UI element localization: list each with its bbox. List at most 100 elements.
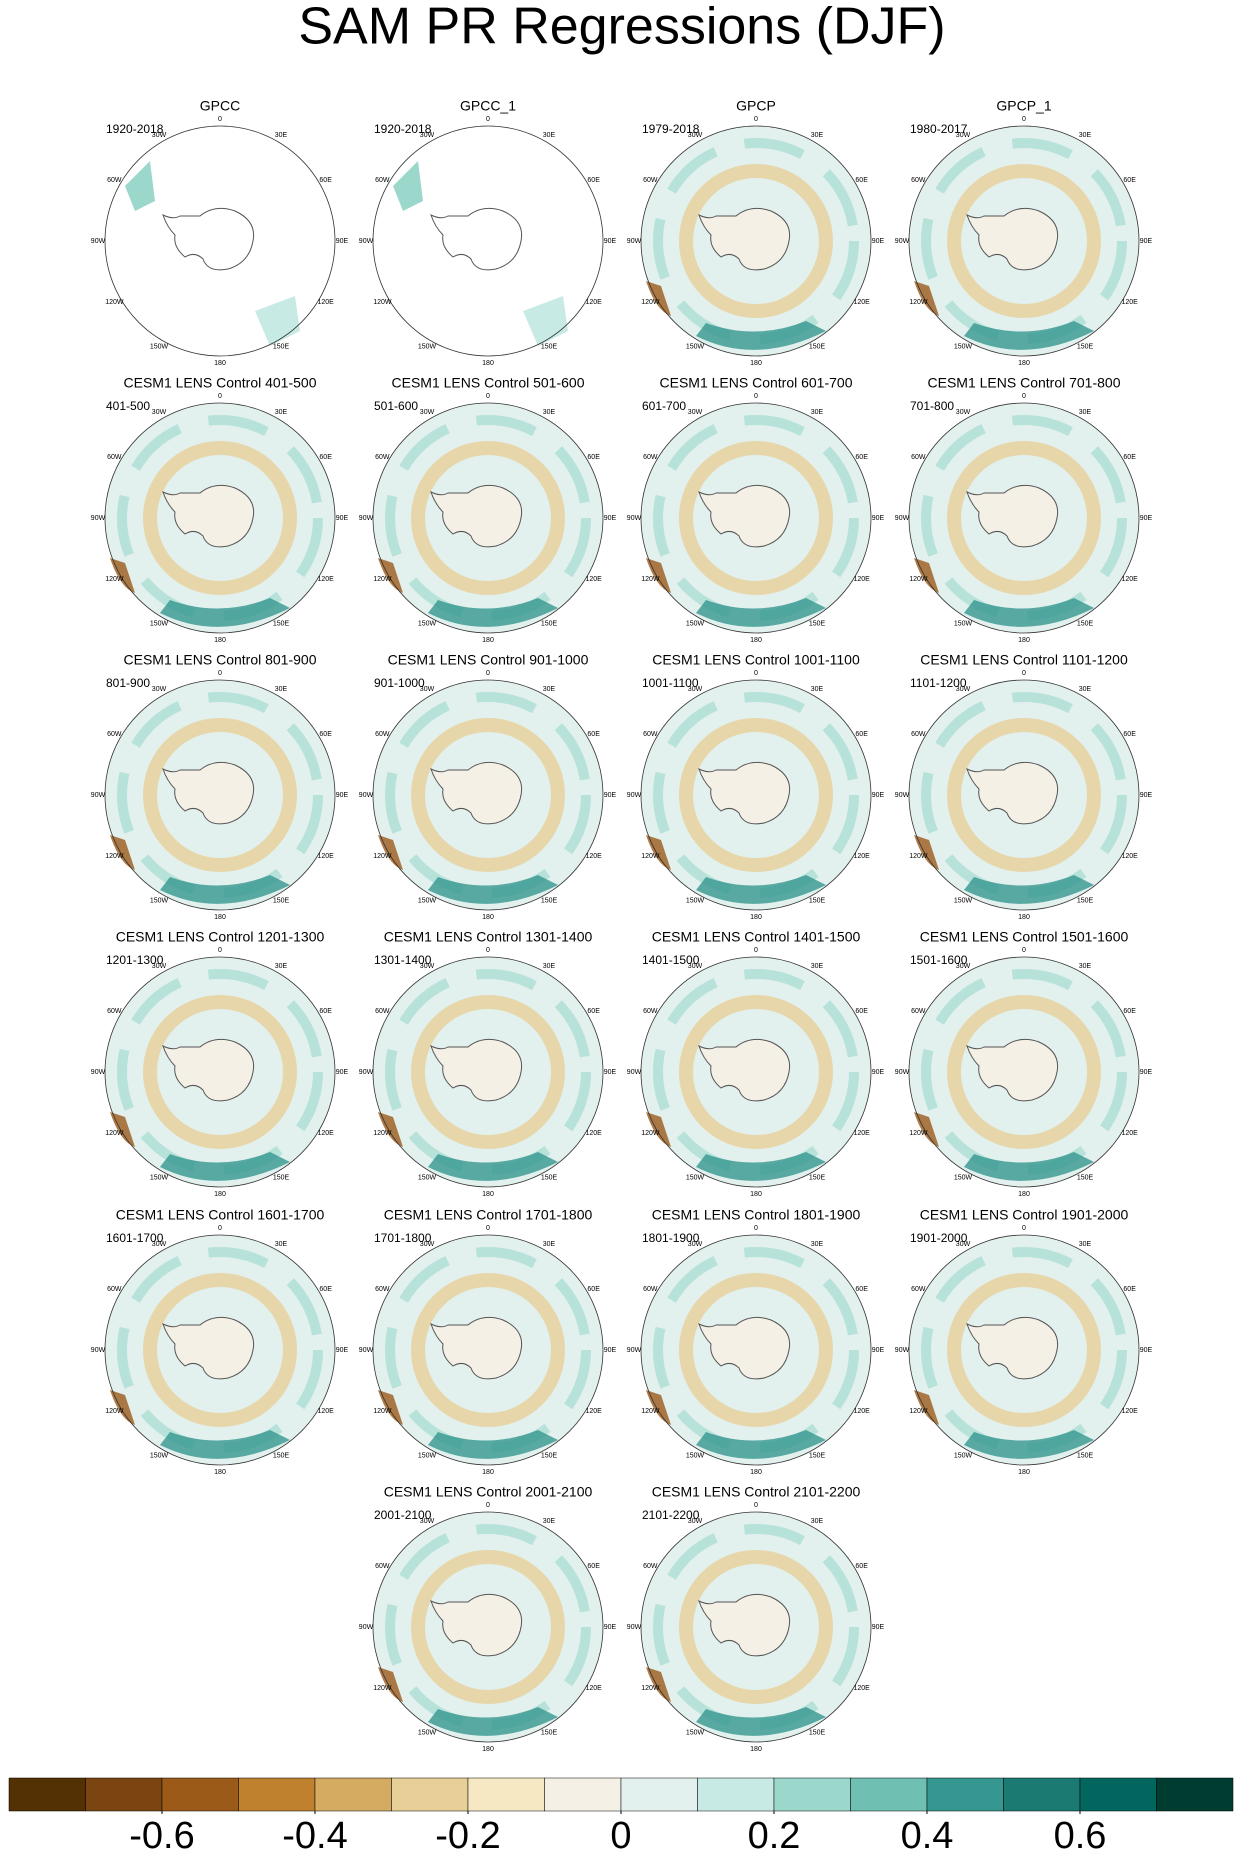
longitude-label: 60W (375, 731, 390, 738)
longitude-label: 120E (585, 1408, 602, 1415)
longitude-label: 120E (853, 299, 870, 306)
longitude-label: 60W (107, 1286, 122, 1293)
anomaly-patch (428, 1152, 558, 1181)
period-label: 1980-2017 (910, 122, 968, 136)
longitude-label: 150E (541, 897, 558, 904)
map-panel: CESM1 LENS Control 1401-1500 1401-1500 0 30… (627, 929, 885, 1198)
anomaly-ring (947, 164, 1101, 318)
longitude-label: 30E (543, 132, 556, 139)
longitude-label: 90E (1140, 1347, 1153, 1354)
longitude-label: 120W (641, 1130, 660, 1137)
colorbar-tick-label: 0.2 (748, 1815, 801, 1857)
longitude-label: 30E (543, 963, 556, 970)
longitude-label: 150W (686, 1174, 705, 1181)
anomaly-ring (679, 995, 833, 1149)
longitude-label: 120E (317, 299, 334, 306)
anomaly-ring (143, 1273, 297, 1427)
period-label: 2101-2200 (642, 1508, 700, 1522)
longitude-label: 90E (604, 792, 617, 799)
longitude-label: 60W (375, 454, 390, 461)
map-panel: CESM1 LENS Control 401-500 401-500 0 30E 60E… (91, 375, 349, 644)
longitude-label: 30W (688, 409, 703, 416)
panel-title: CESM1 LENS Control 1401-1500 (652, 929, 861, 945)
period-label: 401-500 (106, 399, 150, 413)
anomaly-patch (696, 1430, 826, 1459)
anomaly-patch (160, 1430, 290, 1459)
longitude-label: 120W (641, 853, 660, 860)
longitude-label: 90W (627, 515, 642, 522)
longitude-label: 180 (1018, 914, 1030, 921)
longitude-label: 90W (91, 1069, 106, 1076)
longitude-label: 180 (750, 914, 762, 921)
longitude-label: 180 (750, 360, 762, 367)
colorbar-box (620, 1777, 698, 1812)
map-panel: CESM1 LENS Control 1301-1400 1301-1400 0 30… (359, 929, 617, 1198)
period-label: 1901-2000 (910, 1231, 968, 1245)
longitude-label: 30E (811, 409, 824, 416)
longitude-label: 180 (482, 1746, 494, 1753)
period-label: 1401-1500 (642, 953, 700, 967)
longitude-label: 120W (641, 1685, 660, 1692)
longitude-label: 120E (1121, 576, 1138, 583)
anomaly-patch (964, 1430, 1094, 1459)
antarctica (430, 1038, 523, 1102)
longitude-label: 90E (604, 1347, 617, 1354)
longitude-label: 150W (686, 620, 705, 627)
longitude-label: 90E (604, 1624, 617, 1631)
map-border (372, 679, 604, 911)
anomaly-ring (653, 1524, 859, 1730)
antarctica (966, 484, 1059, 548)
longitude-label: 60W (643, 177, 658, 184)
longitude-label: 30E (275, 963, 288, 970)
antarctica (966, 1038, 1059, 1102)
antarctica (430, 1593, 523, 1657)
longitude-label: 180 (214, 637, 226, 644)
antarctica (698, 761, 791, 825)
longitude-label: 90W (359, 238, 374, 245)
longitude-label: 60E (587, 454, 600, 461)
longitude-label: 90W (627, 792, 642, 799)
anomaly-ring (921, 692, 1127, 898)
panel-title: CESM1 LENS Control 1801-1900 (652, 1207, 861, 1223)
period-label: 501-600 (374, 399, 418, 413)
map-border (640, 679, 872, 911)
anomaly-patch (428, 875, 558, 904)
longitude-label: 30W (956, 132, 971, 139)
longitude-label: 120E (1121, 1130, 1138, 1137)
longitude-label: 120E (317, 1408, 334, 1415)
longitude-label: 60E (1123, 1008, 1136, 1015)
anomaly-ring (947, 441, 1101, 595)
anomaly-patch (964, 875, 1094, 904)
longitude-label: 180 (214, 914, 226, 921)
longitude-label: 120E (585, 1130, 602, 1137)
longitude-label: 150E (541, 1729, 558, 1736)
map-panel: CESM1 LENS Control 1501-1600 1501-1600 0 30… (895, 929, 1153, 1198)
longitude-label: 120W (373, 576, 392, 583)
panel-title: CESM1 LENS Control 801-900 (124, 652, 317, 668)
longitude-label: 150E (541, 1452, 558, 1459)
longitude-label: 180 (482, 1469, 494, 1476)
longitude-label: 120E (585, 1685, 602, 1692)
longitude-label: 30E (275, 686, 288, 693)
longitude-label: 90E (872, 238, 885, 245)
longitude-label: 150W (954, 1174, 973, 1181)
colorbar-box (467, 1777, 545, 1812)
colorbar-box (773, 1777, 851, 1812)
map-border (908, 956, 1140, 1188)
longitude-label: 60E (855, 1286, 868, 1293)
longitude-label: 30E (811, 1241, 824, 1248)
period-label: 1801-1900 (642, 1231, 700, 1245)
colorbar-box (238, 1777, 316, 1812)
anomaly-patch (428, 598, 558, 627)
longitude-label: 120W (909, 299, 928, 306)
longitude-label: 150W (150, 1452, 169, 1459)
longitude-label: 90E (1140, 515, 1153, 522)
longitude-label: 60E (587, 731, 600, 738)
antarctica (162, 1038, 255, 1102)
longitude-label: 90W (359, 515, 374, 522)
longitude-label: 90E (872, 792, 885, 799)
longitude-label: 90E (336, 1069, 349, 1076)
panel-title: CESM1 LENS Control 1601-1700 (116, 1207, 325, 1223)
panel-title: CESM1 LENS Control 401-500 (124, 375, 317, 391)
longitude-label: 60E (855, 177, 868, 184)
